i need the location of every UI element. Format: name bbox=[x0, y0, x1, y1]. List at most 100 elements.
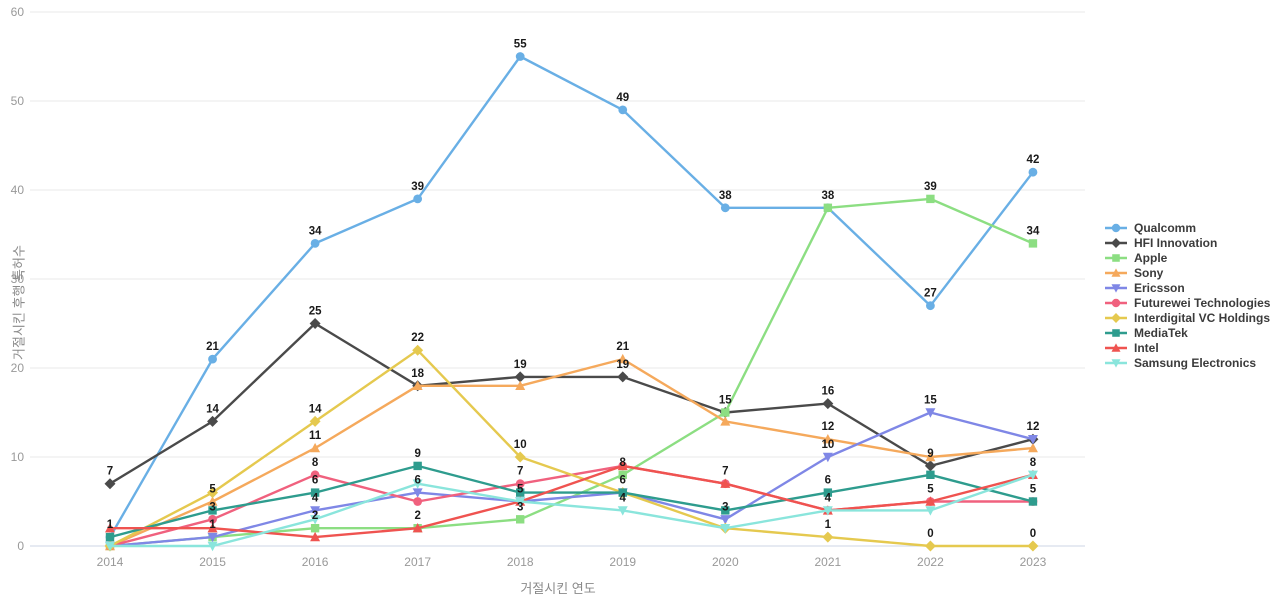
legend-item-futurewei-technologies[interactable]: Futurewei Technologies bbox=[1104, 297, 1270, 309]
data-point[interactable] bbox=[618, 105, 628, 115]
data-point[interactable] bbox=[822, 452, 833, 463]
data-point[interactable] bbox=[413, 461, 422, 471]
point-label: 8 bbox=[620, 457, 627, 469]
data-point[interactable] bbox=[105, 532, 115, 542]
point-label: 16 bbox=[821, 386, 834, 398]
legend-item-sony[interactable]: Sony bbox=[1104, 267, 1270, 279]
data-point[interactable] bbox=[822, 531, 834, 543]
data-point[interactable] bbox=[207, 415, 219, 427]
data-point[interactable] bbox=[514, 451, 526, 463]
data-point[interactable] bbox=[721, 506, 730, 515]
data-point[interactable] bbox=[925, 506, 936, 516]
data-point[interactable] bbox=[207, 532, 218, 543]
data-point[interactable] bbox=[1027, 435, 1038, 445]
legend-item-mediatek[interactable]: MediaTek bbox=[1104, 327, 1270, 339]
data-point[interactable] bbox=[617, 460, 628, 471]
data-point[interactable] bbox=[823, 488, 833, 497]
data-point[interactable] bbox=[310, 515, 321, 525]
point-label: 2 bbox=[312, 510, 318, 522]
data-point[interactable] bbox=[309, 415, 321, 427]
data-point[interactable] bbox=[926, 194, 935, 204]
data-point[interactable] bbox=[1027, 540, 1039, 552]
data-point[interactable] bbox=[1028, 167, 1038, 177]
data-point[interactable] bbox=[617, 353, 628, 364]
data-point[interactable] bbox=[310, 239, 320, 248]
data-point[interactable] bbox=[207, 487, 219, 499]
point-label: 5 bbox=[1030, 484, 1037, 496]
data-point[interactable] bbox=[412, 479, 423, 489]
legend-item-apple[interactable]: Apple bbox=[1104, 252, 1270, 264]
legend-item-ericsson[interactable]: Ericsson bbox=[1104, 282, 1270, 294]
y-tick-label: 50 bbox=[11, 94, 25, 108]
data-point[interactable] bbox=[618, 488, 627, 497]
data-point[interactable] bbox=[104, 478, 116, 490]
data-point[interactable] bbox=[617, 371, 629, 383]
x-tick-label: 2021 bbox=[814, 555, 841, 569]
data-point[interactable] bbox=[721, 408, 730, 417]
series-hfi-innovation bbox=[104, 318, 1039, 490]
data-point[interactable] bbox=[310, 470, 320, 480]
data-point[interactable] bbox=[720, 524, 731, 534]
data-point[interactable] bbox=[1027, 470, 1038, 480]
point-label: 14 bbox=[309, 403, 322, 415]
data-point[interactable] bbox=[207, 541, 218, 552]
data-point[interactable] bbox=[208, 506, 217, 515]
data-point[interactable] bbox=[208, 514, 217, 524]
data-point[interactable] bbox=[413, 194, 423, 204]
legend-item-hfi-innovation[interactable]: HFI Innovation bbox=[1104, 237, 1270, 249]
data-point[interactable] bbox=[617, 506, 628, 516]
data-point[interactable] bbox=[105, 523, 115, 533]
data-point[interactable] bbox=[618, 470, 627, 479]
data-point[interactable] bbox=[207, 496, 218, 506]
data-point[interactable] bbox=[413, 497, 423, 506]
legend-marker-icon bbox=[1105, 359, 1127, 368]
data-point[interactable] bbox=[822, 398, 834, 410]
data-point[interactable] bbox=[310, 488, 320, 497]
data-point[interactable] bbox=[516, 515, 525, 524]
point-label: 2 bbox=[414, 510, 420, 522]
data-point[interactable] bbox=[822, 434, 833, 444]
data-point[interactable] bbox=[412, 523, 423, 533]
data-point[interactable] bbox=[514, 371, 526, 383]
point-label: 34 bbox=[1027, 225, 1040, 237]
legend-item-qualcomm[interactable]: Qualcomm bbox=[1104, 222, 1270, 234]
legend-item-intel[interactable]: Intel bbox=[1104, 342, 1270, 354]
data-point[interactable] bbox=[926, 470, 935, 479]
data-point[interactable] bbox=[207, 523, 218, 533]
data-point[interactable] bbox=[925, 496, 936, 506]
data-point[interactable] bbox=[310, 531, 321, 542]
point-label: 7 bbox=[107, 466, 113, 478]
data-point[interactable] bbox=[1028, 239, 1038, 248]
data-point[interactable] bbox=[925, 408, 936, 418]
x-tick-label: 2018 bbox=[507, 555, 534, 569]
data-point[interactable] bbox=[412, 488, 423, 498]
x-tick-label: 2015 bbox=[199, 555, 226, 569]
data-point[interactable] bbox=[309, 318, 321, 329]
data-point[interactable] bbox=[924, 460, 936, 472]
data-point[interactable] bbox=[515, 497, 526, 507]
data-point[interactable] bbox=[105, 541, 115, 552]
data-point[interactable] bbox=[924, 540, 936, 552]
data-point[interactable] bbox=[515, 479, 525, 489]
data-point[interactable] bbox=[822, 506, 833, 516]
data-point[interactable] bbox=[515, 380, 526, 390]
legend-item-interdigital-vc-holdings[interactable]: Interdigital VC Holdings bbox=[1104, 312, 1270, 324]
data-point[interactable] bbox=[1028, 497, 1038, 506]
data-point[interactable] bbox=[412, 380, 423, 390]
legend-item-samsung-electronics[interactable]: Samsung Electronics bbox=[1104, 357, 1270, 369]
data-point[interactable] bbox=[720, 515, 731, 525]
data-point[interactable] bbox=[720, 478, 731, 488]
data-point[interactable] bbox=[925, 451, 936, 462]
data-point[interactable] bbox=[1027, 442, 1038, 453]
data-point[interactable] bbox=[926, 301, 935, 311]
data-point[interactable] bbox=[720, 203, 730, 213]
data-point[interactable] bbox=[720, 416, 731, 426]
data-point[interactable] bbox=[412, 344, 424, 356]
data-point[interactable] bbox=[515, 52, 525, 61]
data-point[interactable] bbox=[516, 488, 525, 497]
data-point[interactable] bbox=[823, 203, 833, 212]
data-point[interactable] bbox=[310, 524, 320, 533]
data-point[interactable] bbox=[310, 442, 321, 453]
data-point[interactable] bbox=[208, 354, 217, 364]
data-point[interactable] bbox=[310, 506, 321, 516]
